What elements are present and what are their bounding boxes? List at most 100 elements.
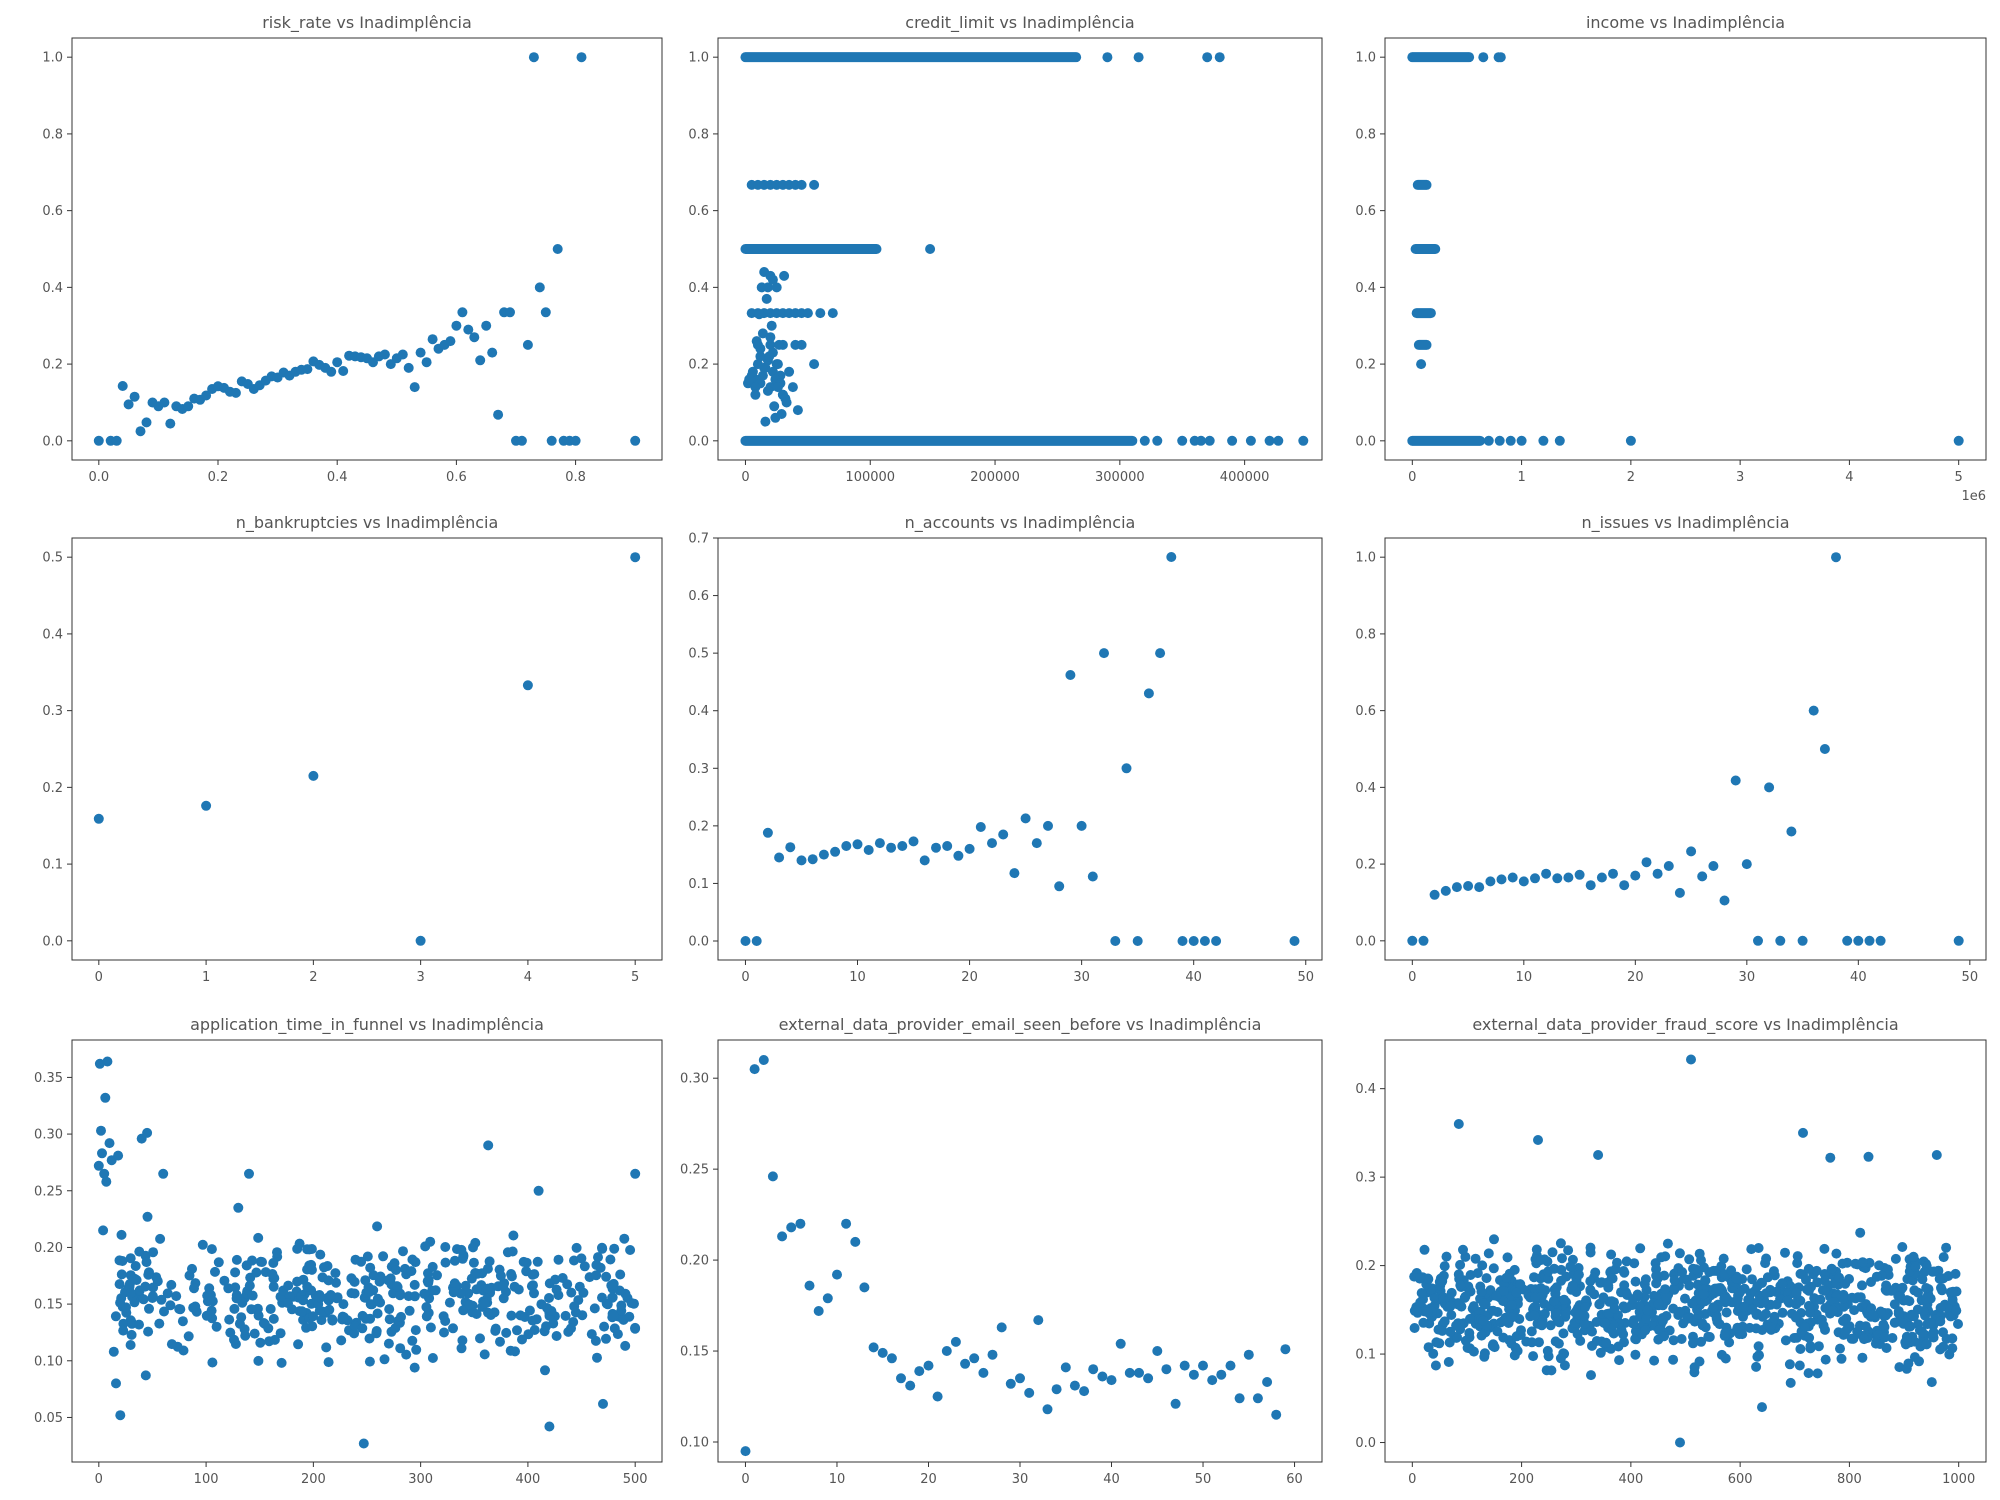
data-point xyxy=(384,1304,395,1315)
data-point xyxy=(1842,935,1853,946)
data-point xyxy=(1492,1326,1503,1337)
data-point xyxy=(818,849,829,860)
data-point xyxy=(1608,868,1618,879)
data-point xyxy=(451,320,462,331)
data-point xyxy=(283,1298,293,1309)
data-point xyxy=(1765,1321,1776,1332)
data-point xyxy=(1752,1351,1763,1362)
data-point xyxy=(126,1329,137,1340)
data-point xyxy=(1797,935,1808,946)
y-tick-label: 1.0 xyxy=(1355,51,1376,66)
y-tick-label: 0.6 xyxy=(688,589,709,604)
y-tick-label: 0.0 xyxy=(42,934,63,949)
data-point xyxy=(326,366,337,377)
data-point xyxy=(230,1282,241,1293)
data-point xyxy=(1711,1313,1722,1324)
data-point xyxy=(1881,1280,1892,1291)
data-point xyxy=(1024,1387,1035,1398)
y-tick-label: 0.4 xyxy=(42,627,63,642)
data-point xyxy=(760,362,771,373)
subplot-title: n_bankruptcies vs Inadimplência xyxy=(236,513,499,533)
data-point xyxy=(257,1257,267,1267)
data-point xyxy=(551,1331,562,1341)
data-point xyxy=(1794,1360,1805,1371)
data-point xyxy=(171,1291,182,1302)
data-point xyxy=(1079,1386,1090,1397)
data-point xyxy=(490,1325,501,1336)
data-point xyxy=(468,1242,478,1253)
data-point xyxy=(457,1335,468,1346)
data-point xyxy=(1950,1268,1961,1279)
data-point xyxy=(1177,936,1188,946)
data-point xyxy=(841,1218,852,1229)
data-point xyxy=(409,1291,420,1302)
data-point xyxy=(213,1257,224,1268)
data-point xyxy=(403,362,414,373)
data-point xyxy=(1784,1359,1795,1370)
data-point xyxy=(1102,52,1113,63)
data-point xyxy=(1857,1352,1868,1363)
data-point xyxy=(421,1311,432,1322)
data-point xyxy=(484,1256,495,1267)
data-point xyxy=(135,426,146,437)
data-point xyxy=(1925,1317,1936,1328)
data-point xyxy=(1439,1316,1450,1327)
data-point xyxy=(315,1249,326,1260)
data-point xyxy=(97,1148,107,1159)
y-tick-label: 0.2 xyxy=(42,781,63,796)
data-point xyxy=(225,1327,236,1338)
y-tick-label: 0.20 xyxy=(680,1254,709,1269)
data-point xyxy=(802,308,813,319)
data-point xyxy=(1678,1318,1689,1329)
data-point xyxy=(1196,435,1206,446)
data-point xyxy=(761,293,772,304)
data-point xyxy=(1913,1287,1923,1298)
data-point xyxy=(1550,1288,1561,1299)
data-point xyxy=(1526,1326,1537,1337)
data-point xyxy=(463,324,474,335)
data-point xyxy=(809,359,820,370)
data-point xyxy=(1857,1257,1868,1268)
data-point xyxy=(1630,870,1641,881)
data-point xyxy=(475,355,486,366)
data-point xyxy=(1747,1274,1757,1285)
data-point xyxy=(1496,874,1507,885)
data-point xyxy=(1437,1276,1448,1287)
data-point xyxy=(1703,1331,1714,1342)
data-point xyxy=(275,1328,286,1339)
data-point xyxy=(349,1288,360,1299)
data-point xyxy=(308,770,319,781)
data-point xyxy=(283,1280,294,1291)
data-point xyxy=(134,1285,145,1296)
data-point xyxy=(1820,1354,1831,1365)
x-tick-label: 300000 xyxy=(1095,470,1145,485)
data-point xyxy=(1819,1243,1830,1254)
data-point xyxy=(410,1325,421,1336)
data-point xyxy=(1953,935,1964,946)
data-point xyxy=(1825,1152,1836,1163)
data-point xyxy=(1642,1305,1653,1316)
x-tick-label: 30 xyxy=(1073,970,1090,985)
data-point xyxy=(529,1288,539,1299)
data-point xyxy=(546,435,557,446)
data-point xyxy=(822,1293,833,1304)
data-point xyxy=(877,1347,888,1358)
data-point xyxy=(339,1312,349,1323)
data-point xyxy=(1170,1398,1181,1409)
y-tick-label: 0.3 xyxy=(42,704,63,719)
data-point xyxy=(540,307,551,318)
data-point xyxy=(1534,1337,1544,1348)
data-point xyxy=(1951,1305,1962,1316)
data-point xyxy=(1780,1335,1791,1346)
data-point xyxy=(440,1242,451,1252)
y-tick-label: 0.3 xyxy=(1355,1171,1376,1186)
data-point xyxy=(1501,1272,1512,1283)
data-point xyxy=(896,1373,906,1384)
data-point xyxy=(1600,1318,1611,1329)
data-point xyxy=(754,309,765,320)
data-point xyxy=(1227,435,1238,446)
data-point xyxy=(349,1328,360,1339)
data-point xyxy=(102,1056,113,1067)
y-tick-label: 0.8 xyxy=(688,127,709,142)
x-tick-label: 0 xyxy=(1408,470,1416,485)
